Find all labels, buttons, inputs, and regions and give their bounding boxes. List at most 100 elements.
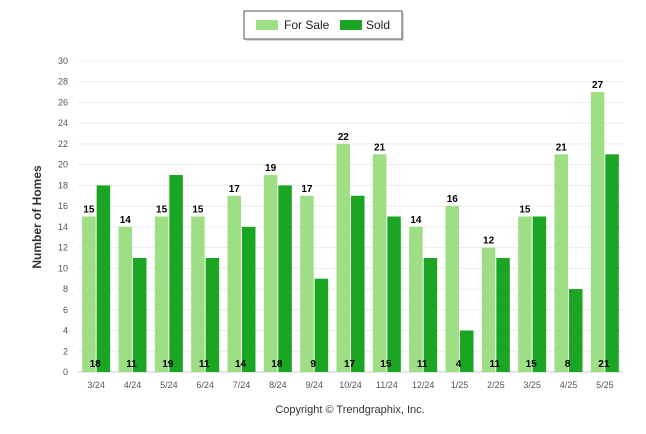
legend-label-sold: Sold <box>366 18 390 32</box>
grid <box>78 60 623 373</box>
bar-for-sale <box>409 226 423 372</box>
x-tick-label: 3/25 <box>523 380 541 390</box>
bar-for-sale <box>481 247 496 372</box>
x-tick-label: 5/25 <box>596 380 614 390</box>
data-label-sold: 8 <box>565 359 571 370</box>
data-label-for-sale: 21 <box>556 142 568 153</box>
bar-sold <box>496 257 510 372</box>
bar-for-sale <box>263 175 278 372</box>
data-label-for-sale: 15 <box>192 205 204 216</box>
y-tick-label: 10 <box>58 263 68 273</box>
bar-sold <box>133 257 147 372</box>
y-tick-label: 28 <box>58 77 68 87</box>
legend-label-for-sale: For Sale <box>284 18 330 32</box>
x-tick-label: 11/24 <box>376 380 398 390</box>
bar-sold <box>169 175 183 372</box>
data-label-sold: 11 <box>490 359 501 370</box>
y-tick-label: 22 <box>58 139 68 149</box>
y-tick-label: 14 <box>58 222 68 232</box>
legend: For Sale Sold <box>243 10 404 41</box>
data-label-sold: 9 <box>310 359 316 370</box>
y-tick-label: 8 <box>63 284 68 294</box>
data-label-for-sale: 16 <box>447 194 459 205</box>
bar-for-sale <box>300 195 314 372</box>
bar-for-sale <box>227 195 241 372</box>
legend-swatch-sold <box>340 20 362 30</box>
data-label-for-sale: 22 <box>338 132 350 143</box>
data-label-for-sale: 17 <box>229 184 241 195</box>
bar-sold <box>205 257 220 372</box>
data-label-sold: 11 <box>417 359 428 370</box>
bar-sold <box>314 278 329 372</box>
y-tick-label: 24 <box>58 118 68 128</box>
bar-sold <box>605 154 619 372</box>
x-axis-ticks: 3/24 4/24 5/24 6/24 7/24 8/24 9/24 10/24 11/24 12… <box>87 380 613 390</box>
bar-for-sale <box>372 154 387 372</box>
data-label-for-sale: 19 <box>265 163 277 174</box>
y-tick-label: 2 <box>63 346 68 356</box>
data-label-sold: 4 <box>456 359 462 370</box>
bar-sold <box>569 289 583 372</box>
bar-for-sale <box>590 92 605 372</box>
data-label-sold: 14 <box>235 359 247 370</box>
data-label-sold: 15 <box>526 359 538 370</box>
data-label-for-sale: 15 <box>519 205 531 216</box>
bar-for-sale <box>118 226 132 372</box>
y-tick-label: 18 <box>58 180 68 190</box>
data-label-for-sale: 21 <box>374 142 386 153</box>
y-tick-label: 4 <box>63 326 68 336</box>
data-label-for-sale: 14 <box>120 215 132 226</box>
bar-for-sale <box>82 216 96 372</box>
y-tick-label: 0 <box>63 367 68 377</box>
data-label-sold: 18 <box>90 359 102 370</box>
y-tick-label: 26 <box>58 97 68 107</box>
y-tick-label: 30 <box>58 56 68 66</box>
x-tick-label: 12/24 <box>412 380 435 390</box>
bar-sold <box>278 185 292 372</box>
x-tick-label: 8/24 <box>269 380 287 390</box>
x-tick-label: 9/24 <box>305 380 323 390</box>
bar-sold <box>96 185 111 372</box>
data-label-sold: 11 <box>199 359 210 370</box>
copyright-text: Copyright © Trendgraphix, Inc. <box>275 404 424 416</box>
data-label-sold: 21 <box>598 359 610 370</box>
legend-swatch-for-sale <box>256 20 278 30</box>
data-labels: 15 18 14 11 15 19 15 11 17 14 19 18 17 9 22 17 21 15 14 11 1… <box>83 80 609 370</box>
data-label-sold: 18 <box>271 359 283 370</box>
y-axis-label: Number of Homes <box>30 165 44 269</box>
bar-sold <box>387 216 401 372</box>
bar-for-sale <box>191 216 205 372</box>
bar-for-sale <box>518 216 532 372</box>
bar-for-sale <box>336 143 350 372</box>
y-tick-label: 12 <box>58 243 68 253</box>
data-label-sold: 17 <box>344 359 356 370</box>
data-label-sold: 11 <box>126 359 137 370</box>
x-tick-label: 10/24 <box>339 380 362 390</box>
data-label-for-sale: 14 <box>410 215 422 226</box>
bar-sold <box>423 257 438 372</box>
data-label-for-sale: 15 <box>83 205 95 216</box>
data-label-for-sale: 27 <box>592 80 604 91</box>
x-tick-label: 7/24 <box>233 380 251 390</box>
y-tick-label: 16 <box>58 201 68 211</box>
y-tick-label: 6 <box>63 305 68 315</box>
bar-for-sale <box>154 216 169 372</box>
x-tick-label: 1/25 <box>451 380 469 390</box>
bar-sold <box>351 195 365 372</box>
bars <box>82 92 619 372</box>
x-tick-label: 2/25 <box>487 380 505 390</box>
bar-sold <box>242 226 256 372</box>
x-tick-label: 6/24 <box>196 380 214 390</box>
x-tick-label: 4/25 <box>560 380 578 390</box>
y-tick-label: 20 <box>58 160 68 170</box>
data-label-sold: 19 <box>162 359 174 370</box>
data-label-for-sale: 12 <box>483 236 495 247</box>
data-label-sold: 15 <box>380 359 392 370</box>
bar-sold <box>460 330 474 372</box>
bar-for-sale <box>554 154 568 372</box>
data-label-for-sale: 15 <box>156 205 168 216</box>
x-tick-label: 3/24 <box>87 380 105 390</box>
x-tick-label: 5/24 <box>160 380 178 390</box>
